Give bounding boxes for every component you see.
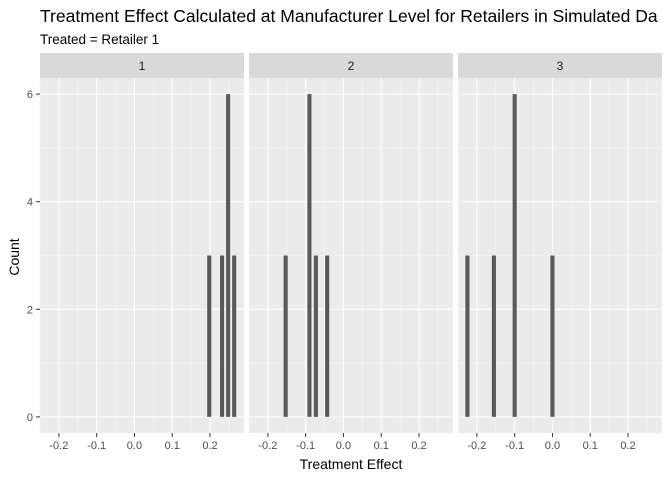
y-axis-label: Count: [6, 238, 22, 275]
x-tick-label: 0.1: [583, 440, 598, 452]
histogram-bar: [325, 255, 330, 417]
x-tick-label: -0.1: [296, 440, 315, 452]
facet-panel-3: 3 -0.2 -0.1 0.0 0.1 0.2: [457, 53, 662, 452]
facet-strip-label: 2: [348, 59, 355, 73]
histogram-bar: [226, 94, 231, 417]
histogram-bar: [232, 255, 237, 417]
y-tick-label: 4: [27, 197, 33, 209]
histogram-bar: [207, 255, 212, 417]
chart-subtitle: Treated = Retailer 1: [40, 32, 159, 47]
facet-strip: [40, 53, 244, 78]
histogram-bar: [550, 255, 555, 417]
x-tick-label: 0.0: [336, 440, 351, 452]
facet-panel-1: 1 -0.2 -0.1 0.0 0.1 0.2 0 2 4 6: [27, 53, 244, 452]
x-tick-label: 0.2: [411, 440, 426, 452]
y-tick-label: 2: [27, 304, 33, 316]
chart-title: Treatment Effect Calculated at Manufactu…: [40, 6, 658, 26]
facet-strip-label: 3: [557, 59, 564, 73]
y-tick-label: 0: [27, 412, 33, 424]
x-tick-label: -0.1: [505, 440, 524, 452]
x-tick-label: -0.2: [467, 440, 486, 452]
histogram-bar: [512, 94, 517, 417]
x-tick-label: -0.2: [258, 440, 277, 452]
x-tick-label: 0.0: [127, 440, 142, 452]
x-tick-label: 0.2: [620, 440, 635, 452]
x-tick-label: 0.1: [374, 440, 389, 452]
x-tick-label: 0.2: [202, 440, 217, 452]
facet-panels: 1 -0.2 -0.1 0.0 0.1 0.2 0 2 4 6 2 -0.2 -0.1 0.0 0.1 0.2…: [27, 53, 662, 452]
histogram-bar: [491, 255, 496, 417]
facet-strip: [458, 53, 662, 78]
x-tick-label: -0.2: [49, 440, 68, 452]
histogram-bar: [313, 255, 318, 417]
x-tick-label: 0.0: [545, 440, 560, 452]
histogram-bar: [283, 255, 288, 417]
x-tick-label: -0.1: [87, 440, 106, 452]
facet-strip: [249, 53, 453, 78]
facet-strip-label: 1: [139, 59, 146, 73]
histogram-bar: [465, 255, 470, 417]
histogram-bar: [307, 94, 312, 417]
facet-panel-2: 2 -0.2 -0.1 0.0 0.1 0.2: [248, 53, 453, 452]
histogram-bar: [220, 255, 225, 417]
y-tick-label: 6: [27, 89, 33, 101]
x-axis-label: Treatment Effect: [300, 456, 403, 472]
x-tick-label: 0.1: [165, 440, 180, 452]
